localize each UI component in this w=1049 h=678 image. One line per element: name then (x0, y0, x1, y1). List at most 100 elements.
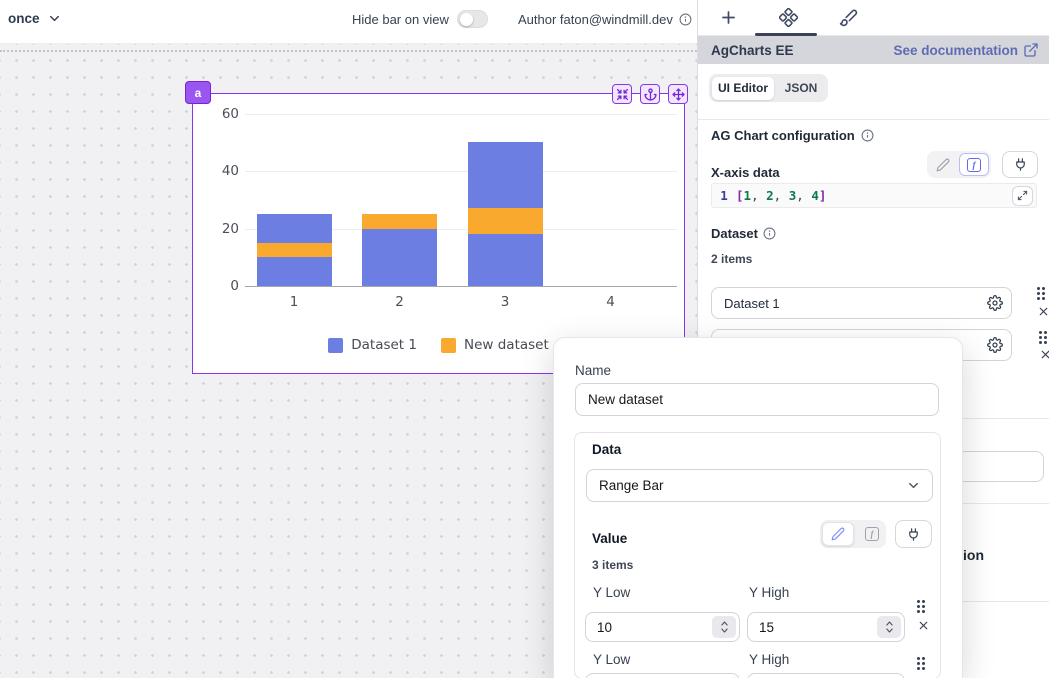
anchor-icon (643, 87, 657, 101)
editor-mode-switch: UI Editor JSON (709, 74, 828, 102)
y-low-label: Y Low (593, 652, 631, 667)
chevron-up-icon (720, 621, 728, 626)
chart-legend: Dataset 1 New dataset (193, 337, 684, 353)
info-icon (763, 227, 776, 240)
y-low-input[interactable] (585, 673, 740, 678)
legend-label: Dataset 1 (351, 337, 417, 353)
info-icon (861, 129, 874, 142)
anchor-component-button[interactable] (640, 84, 660, 104)
chevron-up-icon (885, 621, 893, 626)
expand-component-button[interactable] (612, 84, 632, 104)
panel-header: AgCharts EE See documentation (698, 36, 1049, 64)
data-section: Data Range Bar Value f 3 items Y Low Y H… (574, 432, 941, 678)
pencil-icon (936, 158, 950, 171)
y-axis-tick-label: 20 (221, 220, 239, 237)
function-icon: f (967, 157, 981, 172)
bar-segment-dataset-1[interactable] (362, 228, 437, 286)
hide-bar-toggle[interactable] (456, 10, 488, 28)
plug-icon (909, 527, 918, 541)
chevron-down-icon (720, 628, 728, 633)
data-section-label: Data (592, 442, 622, 457)
dataset-row (711, 287, 1049, 323)
author-info: Author faton@windmill.dev (518, 12, 692, 27)
value-items-count: 3 items (592, 558, 634, 572)
pencil-icon (831, 527, 845, 541)
expand-icon (616, 88, 628, 100)
info-icon (679, 13, 692, 26)
name-field-label: Name (575, 363, 612, 378)
value-section-label: Value (592, 531, 628, 546)
close-icon[interactable] (917, 619, 930, 632)
legend-swatch (328, 337, 344, 353)
legend-item[interactable]: New dataset (440, 337, 549, 353)
legend-item[interactable]: Dataset 1 (328, 337, 417, 353)
components-icon (778, 7, 798, 27)
dataset-name-input[interactable] (711, 287, 1012, 319)
grid-line (245, 228, 677, 230)
data-type-select[interactable]: Range Bar (586, 469, 933, 502)
static-input-button[interactable] (822, 522, 854, 546)
code-line: [1, 2, 3, 4] (736, 188, 827, 203)
number-stepper[interactable] (712, 616, 736, 638)
y-axis-tick-label: 40 (221, 163, 239, 179)
x-axis-tick-label: 2 (395, 294, 404, 310)
component-badge[interactable]: a (185, 81, 211, 104)
xaxis-code-editor[interactable]: 1 [1, 2, 3, 4] (711, 183, 1037, 208)
tab-insert-component[interactable] (715, 4, 741, 30)
config-title-text: AG Chart configuration (711, 128, 855, 143)
dataset-items-count: 2 items (711, 252, 753, 266)
tab-styling[interactable] (835, 4, 861, 30)
author-label: Author faton@windmill.dev (518, 12, 673, 27)
connect-input-button[interactable] (1002, 151, 1038, 178)
close-icon[interactable] (1037, 305, 1049, 318)
x-axis-line (245, 286, 677, 287)
close-icon[interactable] (1039, 348, 1049, 361)
data-type-value: Range Bar (599, 478, 664, 493)
config-section-title: AG Chart configuration (711, 128, 874, 143)
panel-label-fragment: ion (963, 547, 984, 563)
chevron-down-icon (49, 15, 59, 22)
bar-segment-new-dataset[interactable] (362, 214, 437, 229)
static-input-button[interactable] (927, 158, 959, 172)
drag-handle[interactable] (1037, 287, 1049, 300)
move-component-button[interactable] (668, 84, 688, 104)
dataset-name-field[interactable] (575, 383, 939, 416)
grid-line (245, 171, 677, 172)
schedule-dropdown[interactable]: once (8, 11, 62, 26)
dataset-settings-modal: Name Data Range Bar Value f 3 items Y Lo… (553, 337, 963, 678)
y-high-input[interactable] (747, 673, 905, 678)
tab-ui-editor[interactable]: UI Editor (712, 76, 774, 100)
grid-row-separator (0, 50, 697, 52)
maximize-icon (1017, 190, 1028, 201)
see-documentation-link[interactable]: See documentation (893, 42, 1018, 58)
gear-icon[interactable] (987, 295, 1003, 311)
hide-bar-label: Hide bar on view (352, 11, 449, 27)
x-axis-tick-label: 1 (289, 294, 299, 310)
line-number: 1 (720, 188, 728, 203)
bar-segment-new-dataset[interactable] (256, 242, 332, 258)
x-axis-tick-label: 4 (606, 294, 615, 310)
xaxis-data-label: X-axis data (711, 165, 780, 180)
schedule-label: once (8, 11, 40, 26)
value-input-mode-switch: f (820, 520, 886, 548)
drag-handle[interactable] (917, 600, 929, 613)
tab-json[interactable]: JSON (784, 81, 818, 95)
expression-input-button[interactable]: f (959, 153, 989, 176)
drag-handle[interactable] (917, 657, 929, 670)
external-link-icon[interactable] (1023, 42, 1039, 58)
x-axis-tick-label: 3 (500, 294, 510, 310)
xaxis-input-mode-switch: f (927, 151, 991, 178)
chart-component[interactable]: Dataset 1 New dataset 0 20 40 60 1 2 3 4 (192, 93, 685, 374)
tab-component-settings[interactable] (775, 4, 801, 30)
number-stepper[interactable] (877, 616, 901, 638)
bar-segment-new-dataset[interactable] (467, 208, 543, 235)
expand-editor-button[interactable] (1012, 185, 1033, 206)
drag-handle[interactable] (1039, 331, 1049, 344)
legend-label: New dataset (463, 337, 549, 353)
function-icon: f (865, 527, 879, 541)
legend-swatch (440, 337, 456, 353)
plug-icon (1015, 158, 1025, 171)
gear-icon[interactable] (987, 337, 1003, 353)
connect-input-button[interactable] (895, 520, 932, 548)
expression-input-button[interactable]: f (865, 527, 879, 541)
